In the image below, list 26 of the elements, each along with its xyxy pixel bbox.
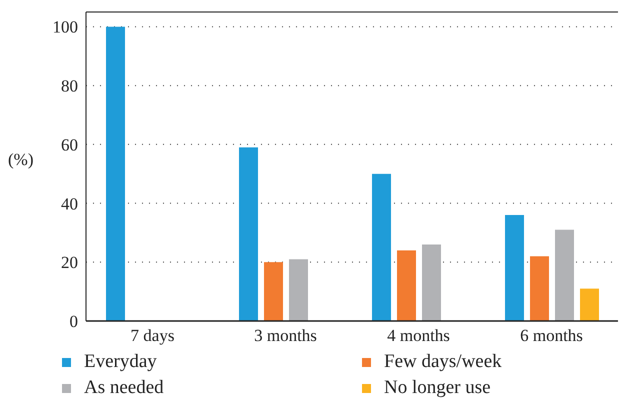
bar bbox=[106, 26, 125, 321]
x-tick-label: 4 months bbox=[387, 326, 450, 346]
y-tick-label: 60 bbox=[61, 135, 78, 154]
y-tick-label: 20 bbox=[61, 253, 78, 272]
x-tick-label: 7 days bbox=[130, 326, 174, 346]
x-tick-label: 6 months bbox=[520, 326, 583, 346]
legend-label: As needed bbox=[84, 377, 164, 399]
legend-label: Few days/week bbox=[384, 351, 502, 373]
bar bbox=[239, 147, 258, 321]
bar bbox=[422, 244, 441, 321]
bar bbox=[372, 174, 391, 321]
bar bbox=[555, 230, 574, 321]
legend-label: Everyday bbox=[84, 351, 157, 373]
bar bbox=[397, 250, 416, 321]
y-tick-label: 100 bbox=[52, 18, 78, 37]
bar bbox=[505, 215, 524, 321]
bar bbox=[580, 288, 599, 321]
y-tick-label: 40 bbox=[61, 194, 78, 214]
bar bbox=[530, 256, 549, 321]
y-axis-title: (%) bbox=[8, 150, 34, 170]
bar bbox=[289, 259, 308, 321]
bar bbox=[264, 262, 283, 321]
x-tick-label: 3 months bbox=[254, 326, 317, 346]
y-tick-label: 0 bbox=[70, 312, 78, 332]
y-tick-label: 80 bbox=[61, 76, 78, 96]
legend-label: No longer use bbox=[384, 377, 491, 399]
